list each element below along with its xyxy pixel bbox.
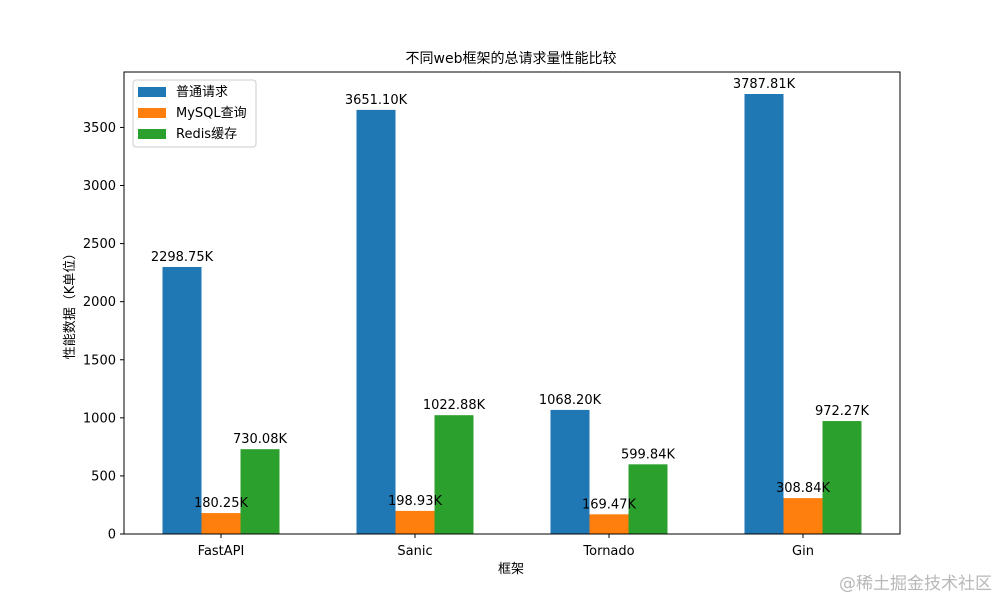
bar-value-label: 599.84K xyxy=(621,447,675,462)
bar-sanic-series-2 xyxy=(395,510,435,534)
bar-value-label: 2298.75K xyxy=(151,250,214,265)
y-tick-label: 2500 xyxy=(83,237,116,252)
y-axis-label: 性能数据（K单位） xyxy=(63,247,78,360)
y-tick-label: 1500 xyxy=(83,353,116,368)
bar-sanic-series-1 xyxy=(356,109,396,535)
bar-fastapi-series-2 xyxy=(201,513,241,534)
legend-label: MySQL查询 xyxy=(176,106,247,121)
y-tick-label: 500 xyxy=(91,469,116,484)
y-tick-label: 2000 xyxy=(83,295,116,310)
y-tick-label: 3000 xyxy=(83,179,116,194)
legend-swatch xyxy=(138,129,166,139)
bar-gin-series-2 xyxy=(783,498,823,534)
bar-gin-series-3 xyxy=(822,421,862,534)
legend-swatch xyxy=(138,87,166,97)
watermark: @稀土掘金技术社区 xyxy=(839,574,992,594)
legend-label: 普通请求 xyxy=(176,85,228,100)
bar-value-label: 3651.10K xyxy=(345,93,408,108)
bar-value-label: 972.27K xyxy=(815,404,869,419)
bar-value-label: 1068.20K xyxy=(539,393,602,408)
y-tick-label: 3500 xyxy=(83,121,116,136)
bar-tornado-series-2 xyxy=(589,514,629,534)
x-tick-label: Tornado xyxy=(582,544,634,559)
bar-value-label: 1022.88K xyxy=(423,398,486,413)
x-tick-label: Sanic xyxy=(397,544,432,559)
bar-gin-series-1 xyxy=(744,93,784,535)
x-tick-label: FastAPI xyxy=(198,544,245,559)
bar-value-label: 3787.81K xyxy=(733,77,796,92)
bar-fastapi-series-1 xyxy=(162,266,202,534)
bars-group xyxy=(162,93,862,535)
legend-label: Redis缓存 xyxy=(176,127,237,142)
bar-fastapi-series-3 xyxy=(240,449,280,534)
bar-value-label: 730.08K xyxy=(233,432,287,447)
x-tick-label: Gin xyxy=(792,544,814,559)
bar-labels-group: 2298.75K 3651.10K 1068.20K 3787.81K 180.25K 1… xyxy=(151,77,870,512)
bar-sanic-series-3 xyxy=(434,415,474,534)
bar-value-label: 198.93K xyxy=(388,494,442,509)
x-axis-label: 框架 xyxy=(498,562,524,577)
x-axis: FastAPI Sanic Tornado Gin xyxy=(198,534,814,559)
legend-swatch xyxy=(138,108,166,118)
y-tick-label: 1000 xyxy=(83,411,116,426)
legend: 普通请求 MySQL查询 Redis缓存 xyxy=(132,79,257,148)
bar-value-label: 169.47K xyxy=(582,497,636,512)
bar-tornado-series-3 xyxy=(628,464,668,534)
bar-value-label: 180.25K xyxy=(194,496,248,511)
plot-frame xyxy=(123,71,901,535)
chart-title: 不同web框架的总请求量性能比较 xyxy=(406,51,617,67)
y-tick-label: 0 xyxy=(108,528,116,543)
bar-value-label: 308.84K xyxy=(776,481,830,496)
bar-tornado-series-1 xyxy=(550,409,590,534)
y-axis: 0 500 1000 1500 2000 2500 3000 3500 xyxy=(83,121,124,543)
